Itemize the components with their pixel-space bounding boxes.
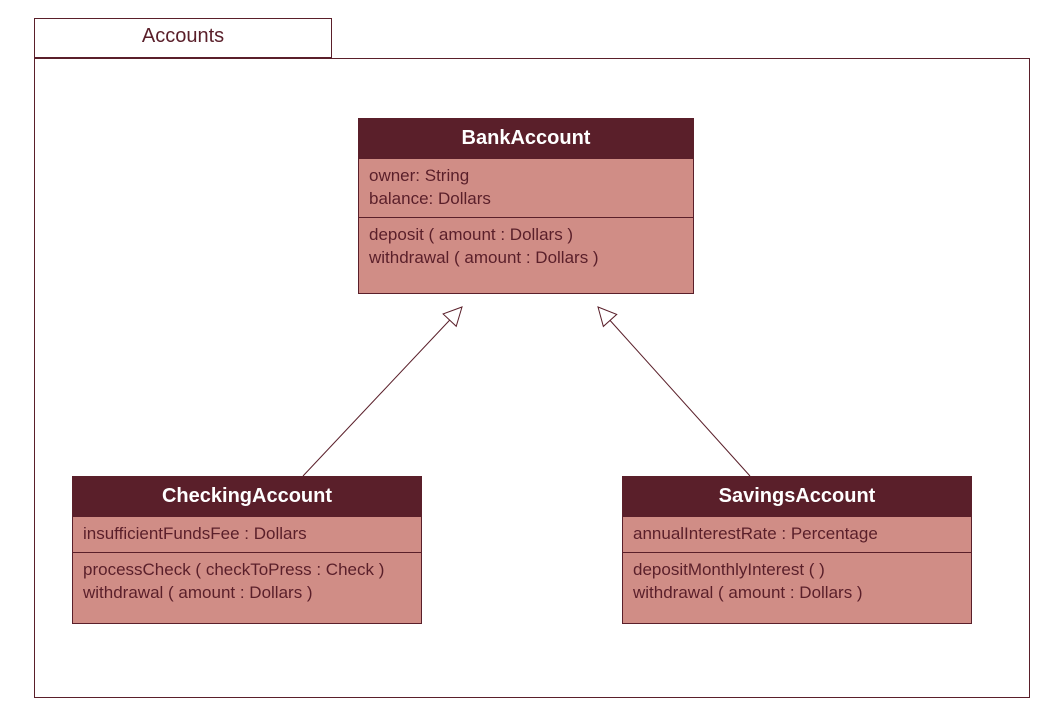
class-CheckingAccount: CheckingAccount insufficientFundsFee : Do… bbox=[72, 476, 422, 624]
class-SavingsAccount: SavingsAccount annualInterestRate : Perce… bbox=[622, 476, 972, 624]
operation: processCheck ( checkToPress : Check ) bbox=[83, 559, 411, 582]
class-attributes: owner: Stringbalance: Dollars bbox=[359, 158, 693, 217]
operation: withdrawal ( amount : Dollars ) bbox=[633, 582, 961, 605]
class-operations: deposit ( amount : Dollars )withdrawal (… bbox=[359, 217, 693, 276]
class-title: CheckingAccount bbox=[73, 477, 421, 516]
class-title: SavingsAccount bbox=[623, 477, 971, 516]
operation: withdrawal ( amount : Dollars ) bbox=[83, 582, 411, 605]
package-tab: Accounts bbox=[34, 18, 332, 58]
operation: deposit ( amount : Dollars ) bbox=[369, 224, 683, 247]
attribute: insufficientFundsFee : Dollars bbox=[83, 523, 411, 546]
class-BankAccount: BankAccountowner: Stringbalance: Dollars… bbox=[358, 118, 694, 294]
attribute: owner: String bbox=[369, 165, 683, 188]
class-operations: processCheck ( checkToPress : Check )wit… bbox=[73, 552, 421, 611]
attribute: balance: Dollars bbox=[369, 188, 683, 211]
operation: withdrawal ( amount : Dollars ) bbox=[369, 247, 683, 270]
diagram-canvas: Accounts BankAccountowner: Stringbalance… bbox=[0, 0, 1061, 724]
operation: depositMonthlyInterest ( ) bbox=[633, 559, 961, 582]
class-attributes: annualInterestRate : Percentage bbox=[623, 516, 971, 552]
class-operations: depositMonthlyInterest ( )withdrawal ( a… bbox=[623, 552, 971, 611]
class-title: BankAccount bbox=[359, 119, 693, 158]
attribute: annualInterestRate : Percentage bbox=[633, 523, 961, 546]
class-attributes: insufficientFundsFee : Dollars bbox=[73, 516, 421, 552]
package-name: Accounts bbox=[142, 25, 224, 47]
